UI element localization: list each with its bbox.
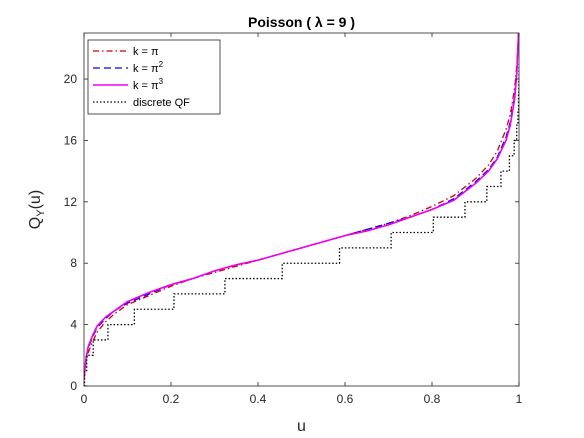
legend: k = π k = π2 k = π3 discrete QF bbox=[87, 39, 221, 115]
y-tick-label: 8 bbox=[70, 256, 77, 270]
x-tick-label: 0.2 bbox=[163, 392, 180, 406]
legend-label-3: k = π3 bbox=[133, 77, 164, 92]
series-layer bbox=[84, 33, 519, 386]
y-axis-label: QY(u) bbox=[27, 190, 47, 229]
y-tick-label: 16 bbox=[64, 133, 78, 147]
axes-layer: 0 0.2 0.4 0.6 0.8 1 0 4 8 12 16 20 bbox=[64, 32, 523, 406]
legend-label-4: discrete QF bbox=[133, 97, 190, 109]
y-tick-label: 20 bbox=[64, 72, 78, 86]
x-tick-label: 0.8 bbox=[424, 392, 441, 406]
x-axis-label: u bbox=[297, 418, 306, 435]
legend-label-1: k = π bbox=[133, 46, 159, 58]
y-tick-label: 4 bbox=[70, 318, 77, 332]
x-tick-label: 0.4 bbox=[250, 392, 267, 406]
x-tick-label: 0 bbox=[81, 392, 88, 406]
legend-box bbox=[87, 39, 221, 115]
x-tick-label: 1 bbox=[516, 392, 523, 406]
legend-label-2: k = π2 bbox=[133, 60, 164, 75]
y-tick-label: 0 bbox=[70, 379, 77, 393]
axes-box bbox=[83, 32, 520, 387]
y-tick-label: 12 bbox=[64, 195, 78, 209]
x-tick-label: 0.6 bbox=[337, 392, 354, 406]
series-line-3 bbox=[84, 33, 519, 379]
chart-title: Poisson ( λ = 9 ) bbox=[248, 14, 355, 30]
